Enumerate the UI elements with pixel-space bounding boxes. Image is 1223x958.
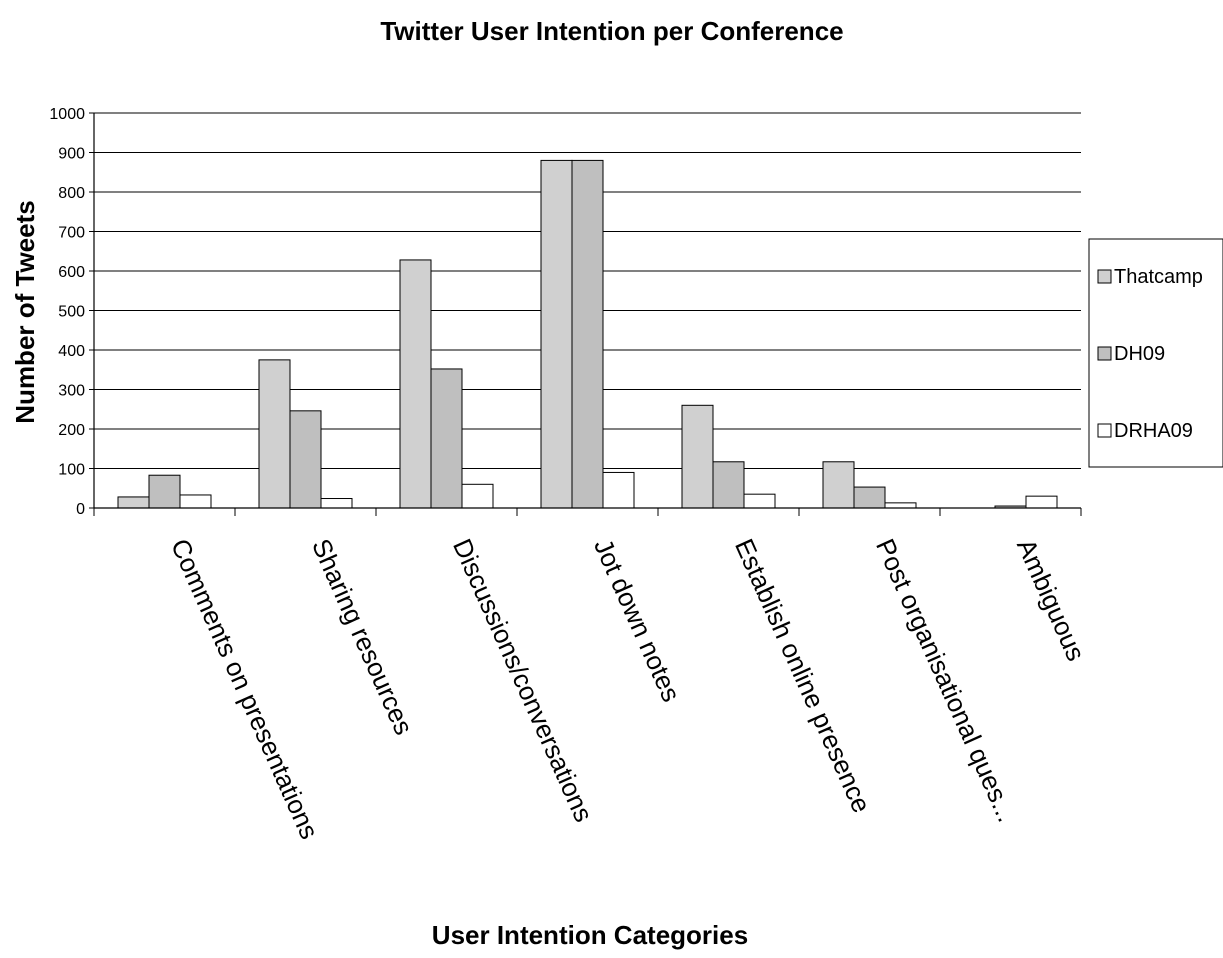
y-axis-ticks: 0 100 200 300 400 500 600 700 800 900 1000 (49, 106, 94, 518)
bar-drha09 (743, 493, 776, 509)
y-tick-label: 900 (58, 146, 85, 163)
y-tick-label: 500 (58, 304, 85, 321)
legend-label-drha09: DRHA09 (1114, 420, 1193, 442)
bar-thatcamp (117, 496, 150, 509)
bar-thatcamp (822, 461, 855, 509)
bar-dh09 (853, 486, 886, 509)
bar-drha09 (461, 483, 494, 509)
x-axis-ticks (93, 508, 1082, 516)
y-tick-label: 400 (58, 343, 85, 360)
y-axis-title: Number of Tweets (10, 200, 40, 423)
bar-drha09 (179, 494, 212, 509)
y-tick-label: 1000 (49, 106, 85, 123)
x-tick-label: Jot down notes (588, 534, 687, 706)
x-axis-title: User Intention Categories (432, 920, 748, 950)
y-tick-label: 100 (58, 462, 85, 479)
y-tick-label: 600 (58, 264, 85, 281)
bar-thatcamp (399, 259, 432, 509)
y-tick-label: 0 (76, 501, 85, 518)
bar-thatcamp (258, 359, 291, 509)
x-tick-label: Ambiguous (1011, 534, 1091, 665)
bar-drha09 (320, 498, 353, 509)
x-tick-label: Comments on presentations (165, 534, 325, 843)
bars (117, 159, 1058, 509)
plot-area: 0 100 200 300 400 500 600 700 800 900 1000 Comment… (49, 106, 1091, 843)
legend-label-dh09: DH09 (1114, 343, 1165, 365)
y-tick-label: 200 (58, 422, 85, 439)
y-tick-label: 800 (58, 185, 85, 202)
legend-swatch-thatcamp (1097, 269, 1112, 284)
x-tick-label: Establish online presence (729, 534, 877, 817)
bar-dh09 (148, 474, 181, 509)
bar-thatcamp (681, 404, 714, 509)
bar-drha09 (602, 471, 635, 509)
legend-label-thatcamp: Thatcamp (1114, 266, 1203, 288)
legend-swatch-drha09 (1097, 423, 1112, 438)
bar-thatcamp (540, 159, 573, 509)
bar-dh09 (430, 368, 463, 509)
legend-swatch-dh09 (1097, 346, 1112, 361)
bar-drha09 (884, 502, 917, 509)
bar-drha09 (1025, 495, 1058, 509)
bar-dh09 (571, 159, 604, 509)
y-tick-label: 700 (58, 225, 85, 242)
x-tick-label: Discussions/conversations (447, 534, 599, 826)
y-tick-label: 300 (58, 383, 85, 400)
chart-title: Twitter User Intention per Conference (380, 16, 843, 46)
bar-dh09 (712, 461, 745, 509)
x-tick-label: Post organisational ques... (870, 534, 1022, 826)
bar-dh09 (289, 410, 322, 509)
legend: Thatcamp DH09 DRHA09 (1088, 238, 1223, 468)
x-tick-label: Sharing resources (306, 534, 419, 739)
